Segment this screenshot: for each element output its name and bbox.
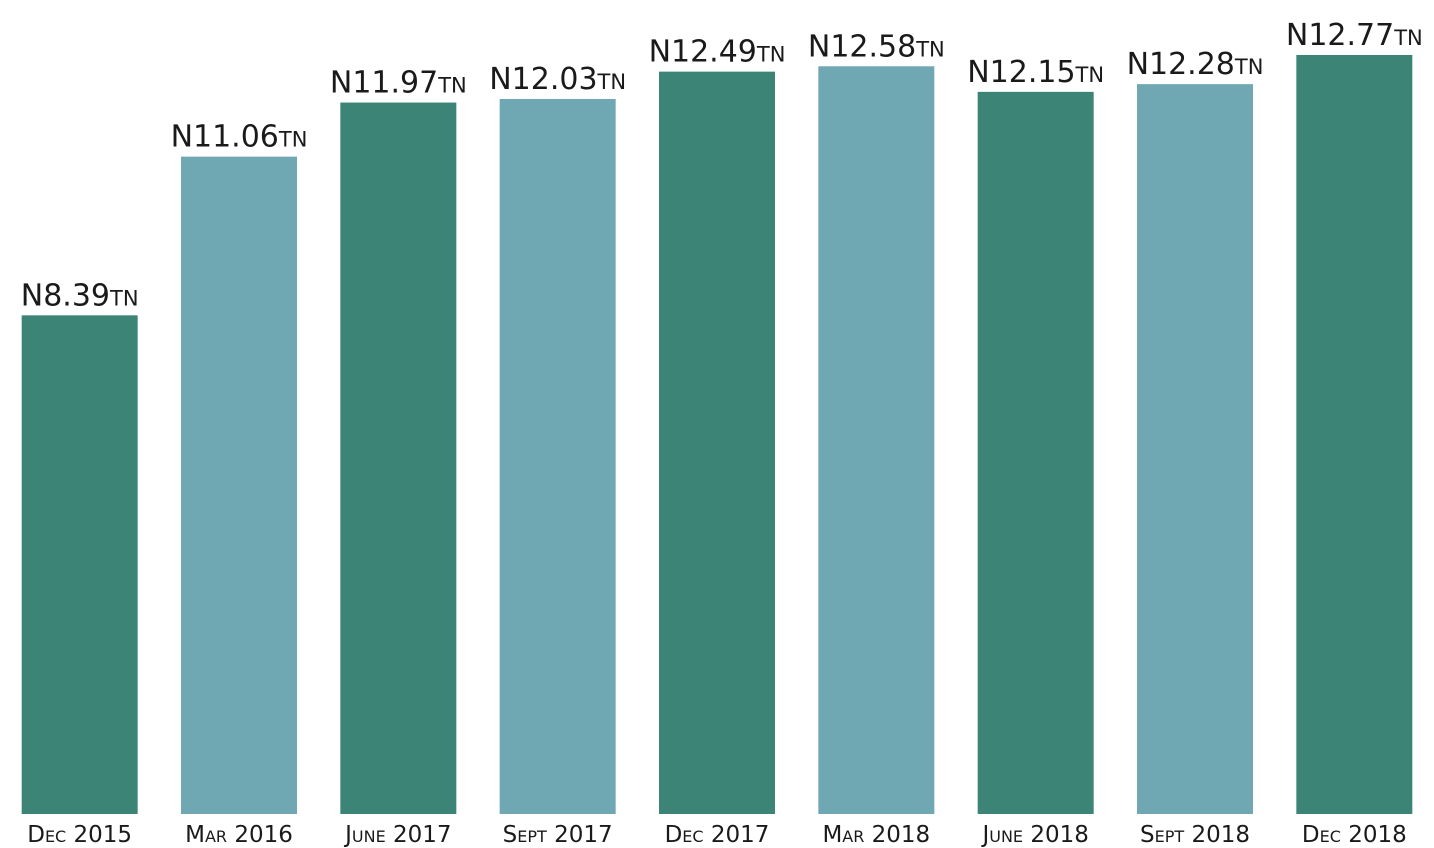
value-label: N11.06tn xyxy=(171,120,308,155)
bar xyxy=(499,98,616,814)
bar xyxy=(1137,84,1253,815)
value-label: N12.28tn xyxy=(1127,47,1264,82)
x-tick-label: Sept 2018 xyxy=(1140,822,1250,848)
bar xyxy=(181,156,297,814)
value-label: N12.15tn xyxy=(967,55,1104,90)
x-tick-label: June 2018 xyxy=(980,822,1088,848)
value-label: N12.03tn xyxy=(489,62,626,97)
x-tick-label: Mar 2018 xyxy=(822,822,930,848)
bar xyxy=(21,315,138,814)
x-tick-label: Mar 2016 xyxy=(185,822,293,848)
bar xyxy=(1296,55,1413,814)
bar xyxy=(818,66,935,815)
bar xyxy=(659,71,775,814)
bar xyxy=(977,91,1094,814)
bar xyxy=(340,102,457,814)
value-label: N12.49tn xyxy=(649,35,786,70)
x-tick-label: Sept 2017 xyxy=(503,822,613,848)
value-label: N12.77tn xyxy=(1286,18,1423,53)
x-tick-label: Dec 2015 xyxy=(27,822,132,848)
value-label: N12.58tn xyxy=(808,29,945,64)
x-tick-label: June 2017 xyxy=(343,822,451,848)
value-label: N11.97tn xyxy=(330,66,467,101)
x-tick-label: Dec 2017 xyxy=(665,822,770,848)
x-tick-label: Dec 2018 xyxy=(1302,822,1407,848)
value-label: N8.39tn xyxy=(21,278,139,313)
